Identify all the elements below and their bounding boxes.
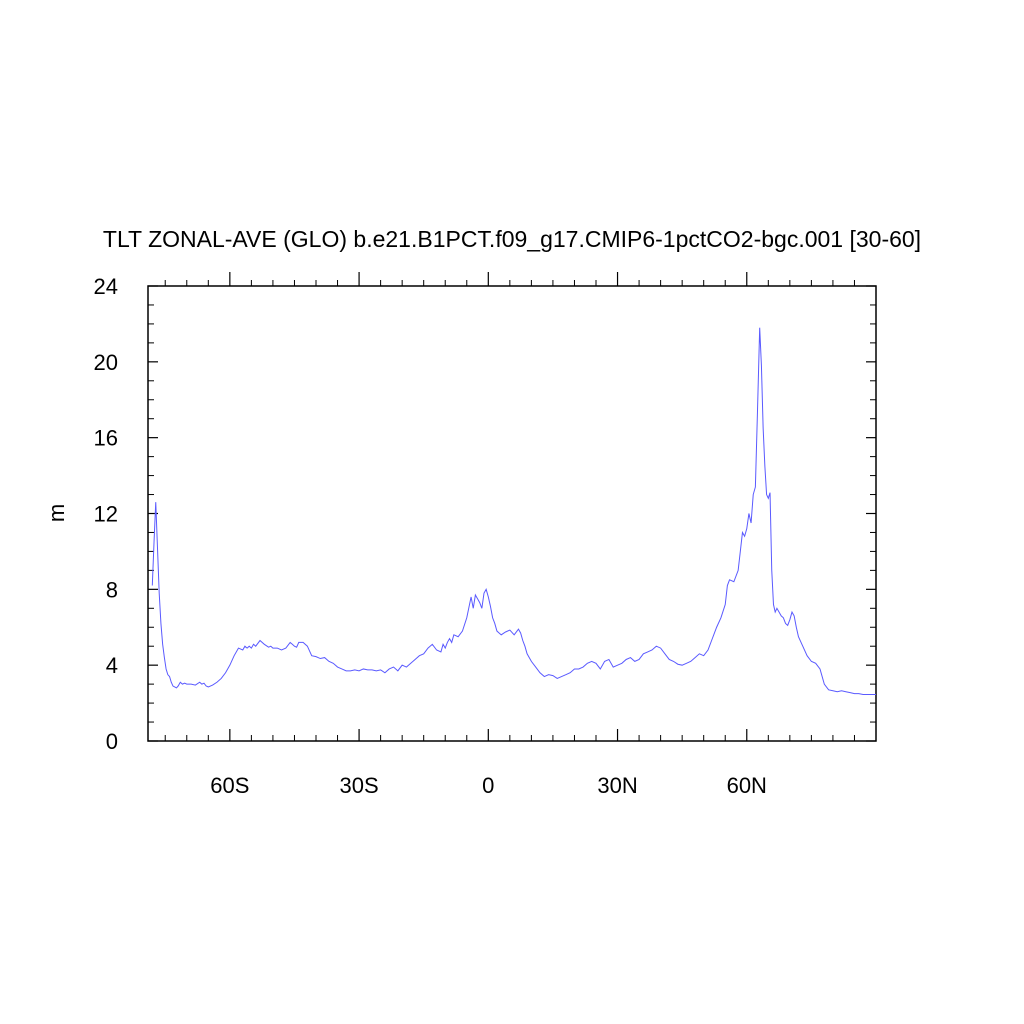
chart-title: TLT ZONAL-AVE (GLO) b.e21.B1PCT.f09_g17.… (103, 226, 921, 252)
series-line (151, 327, 876, 696)
x-tick-label: 60S (210, 773, 249, 798)
x-tick-label: 30S (339, 773, 378, 798)
y-tick-label: 24 (94, 274, 118, 299)
minor-ticks (148, 280, 876, 741)
y-tick-label: 12 (94, 502, 118, 527)
plot-area: 0 4 8 12 16 20 24 60S 30S 0 30N 60N (94, 272, 877, 798)
y-tick-label: 4 (106, 653, 118, 678)
y-axis-label: m (44, 504, 69, 522)
x-tick-label: 60N (727, 773, 767, 798)
x-axis-ticks: 60S 30S 0 30N 60N (210, 272, 767, 798)
y-tick-label: 20 (94, 350, 118, 375)
y-tick-label: 16 (94, 426, 118, 451)
x-tick-label: 0 (482, 773, 494, 798)
y-axis-ticks: 0 4 8 12 16 20 24 (94, 274, 876, 754)
x-tick-label: 30N (597, 773, 637, 798)
plot-frame (147, 285, 877, 742)
y-tick-label: 8 (106, 577, 118, 602)
y-tick-label: 0 (106, 729, 118, 754)
